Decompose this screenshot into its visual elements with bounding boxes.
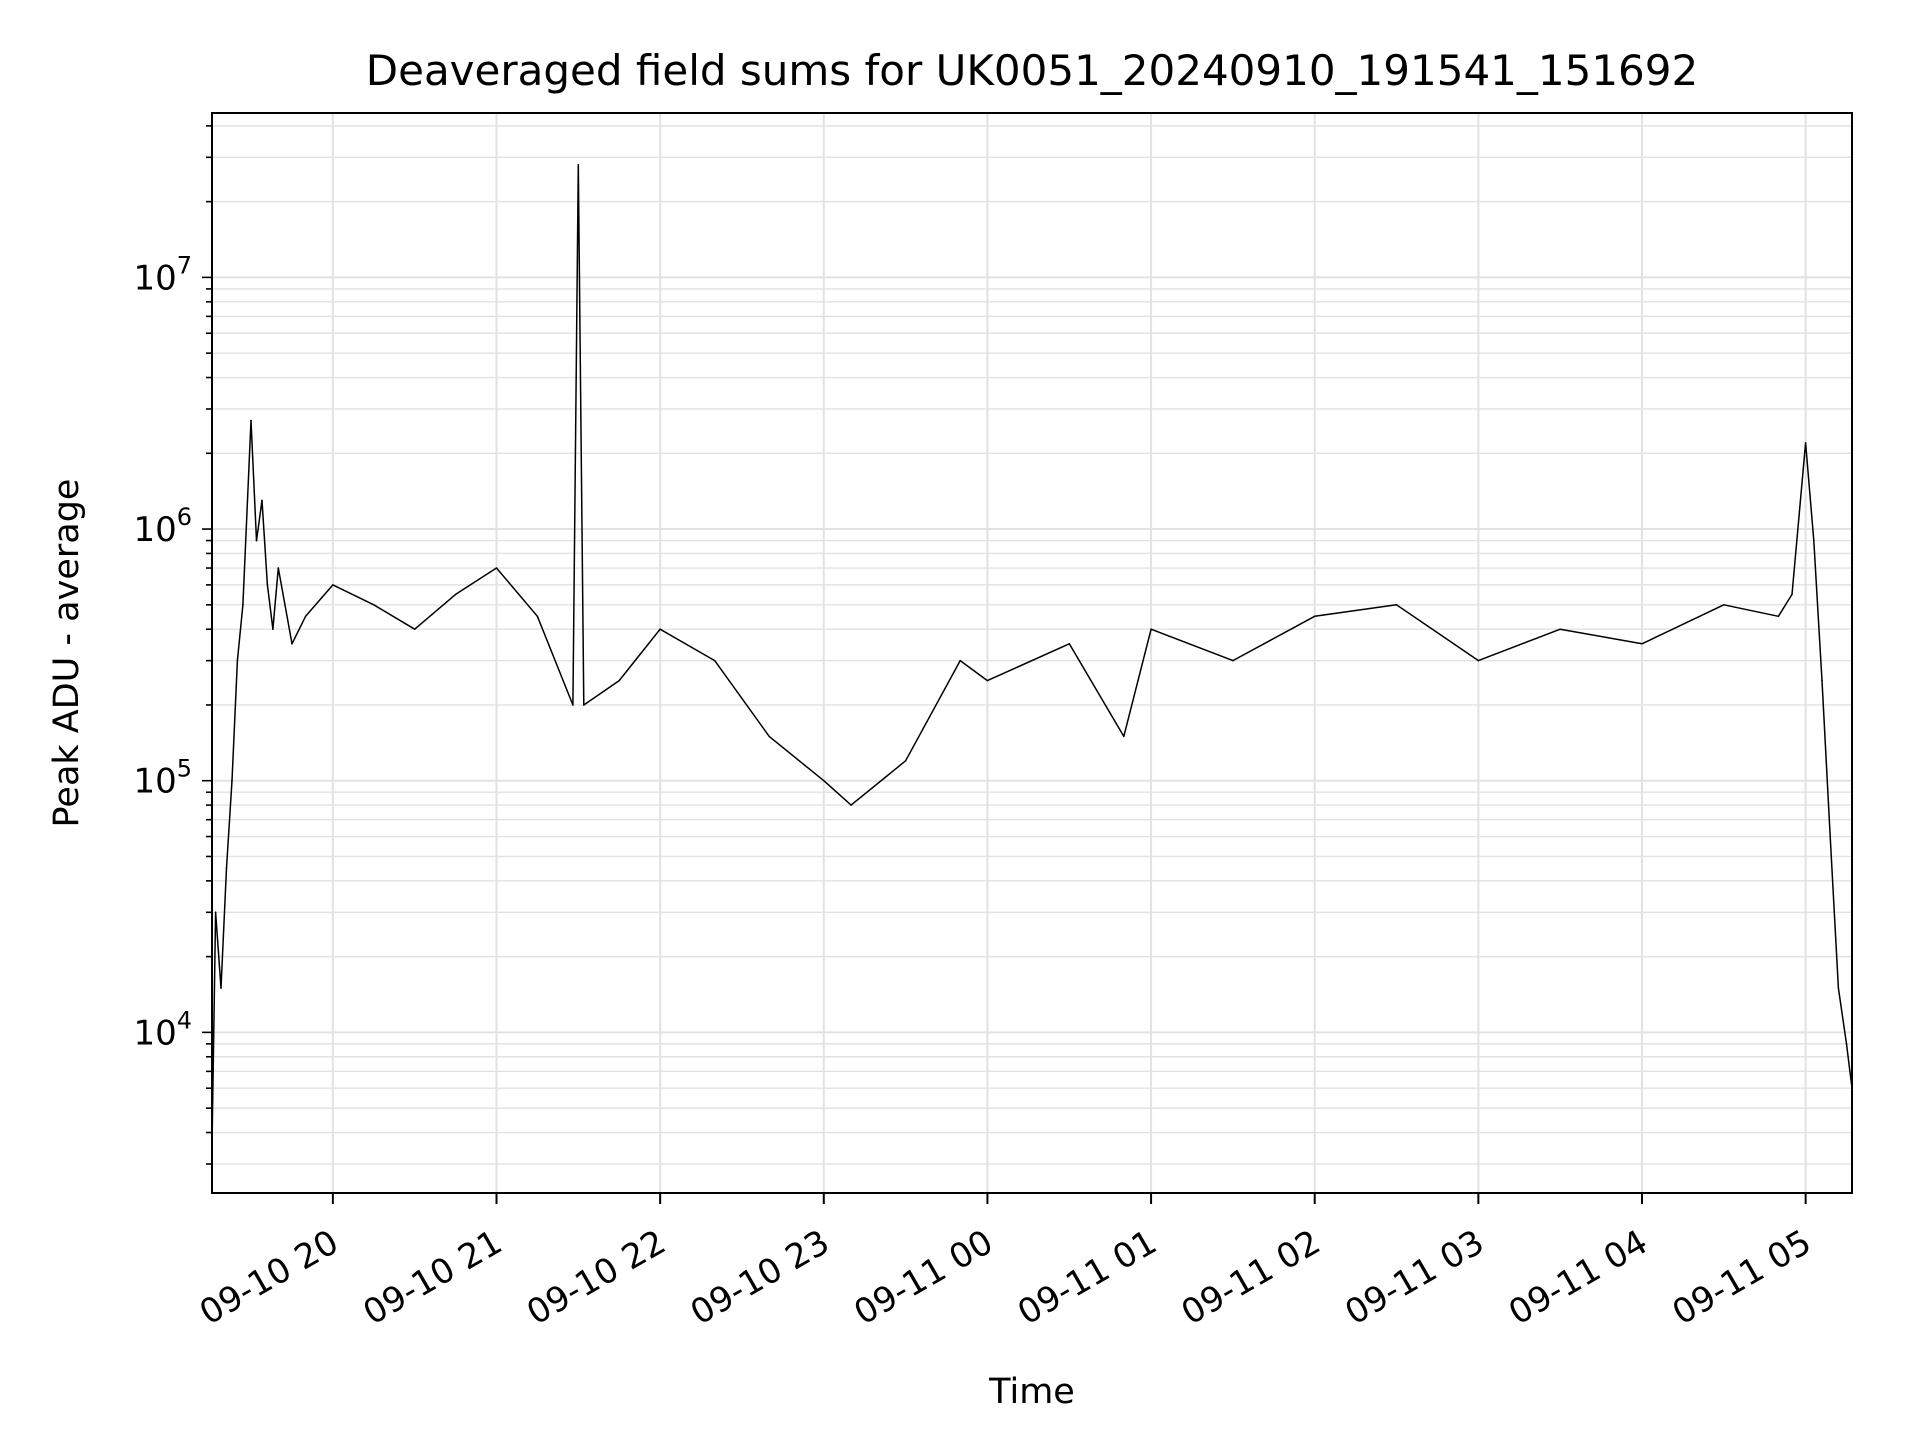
data-point: [413, 628, 416, 630]
data-point: [332, 584, 334, 586]
y-tick-base: 10: [133, 762, 176, 802]
data-point: [231, 779, 233, 782]
data-point: [904, 759, 907, 762]
data-point: [1837, 987, 1840, 989]
data-point: [713, 659, 716, 662]
y-tick-exponent: 5: [177, 755, 192, 783]
grid: [212, 113, 1852, 1193]
data-point: [1395, 604, 1398, 606]
data-point: [1068, 642, 1071, 645]
data-point: [768, 735, 771, 738]
data-point: [1559, 628, 1561, 630]
y-tick-base: 10: [133, 258, 176, 298]
data-point: [822, 779, 825, 782]
data-point: [582, 704, 585, 706]
data-point: [250, 419, 252, 422]
y-tick-base: 10: [133, 510, 176, 550]
data-point: [536, 615, 539, 618]
data-point: [1777, 615, 1780, 618]
data-point: [1122, 735, 1125, 738]
data-point: [266, 584, 269, 586]
data-point: [214, 911, 217, 914]
data-point: [1829, 835, 1831, 838]
data-point: [372, 604, 375, 606]
series-line: [211, 164, 1853, 1148]
data-point: [577, 164, 580, 166]
data-point: [1813, 539, 1815, 542]
y-tick-exponent: 4: [177, 1006, 192, 1034]
data-point: [1477, 659, 1480, 662]
data-point: [304, 615, 307, 618]
data-point: [495, 567, 498, 569]
y-tick-label: 104: [133, 1006, 192, 1053]
data-point: [225, 867, 228, 869]
data-point: [277, 567, 280, 569]
data-point: [1641, 642, 1643, 645]
data-point: [1313, 615, 1316, 618]
data-point: [959, 659, 961, 662]
data-point: [1804, 442, 1807, 444]
data-point: [236, 659, 239, 662]
data-point: [850, 804, 852, 806]
data-point: [291, 642, 293, 645]
x-axis-label: Time: [988, 1372, 1075, 1412]
data-point: [261, 499, 263, 502]
data-point: [1845, 1043, 1848, 1045]
y-tick-label: 106: [133, 503, 192, 550]
data-point: [572, 704, 574, 706]
y-tick-exponent: 7: [177, 251, 192, 279]
data-point: [1791, 593, 1793, 596]
data-point: [454, 593, 457, 596]
chart-title: Deaveraged field sums for UK0051_2024091…: [366, 46, 1698, 95]
y-tick-label: 107: [133, 251, 192, 298]
y-axis-label: Peak ADU - average: [47, 479, 87, 828]
data-point: [618, 679, 621, 682]
data-point: [242, 604, 244, 606]
data-point: [659, 628, 661, 630]
data-point: [1723, 604, 1725, 606]
data-point: [255, 539, 258, 542]
y-tick-label: 105: [133, 755, 192, 802]
data-point: [272, 628, 274, 630]
data-point: [220, 987, 222, 989]
y-tick-base: 10: [133, 1013, 176, 1053]
data-point: [986, 679, 989, 682]
y-tick-exponent: 6: [177, 503, 192, 531]
data-point: [1232, 659, 1234, 662]
data-point: [1150, 628, 1152, 630]
plot-frame: [211, 112, 1853, 1194]
data-point: [1821, 679, 1823, 682]
